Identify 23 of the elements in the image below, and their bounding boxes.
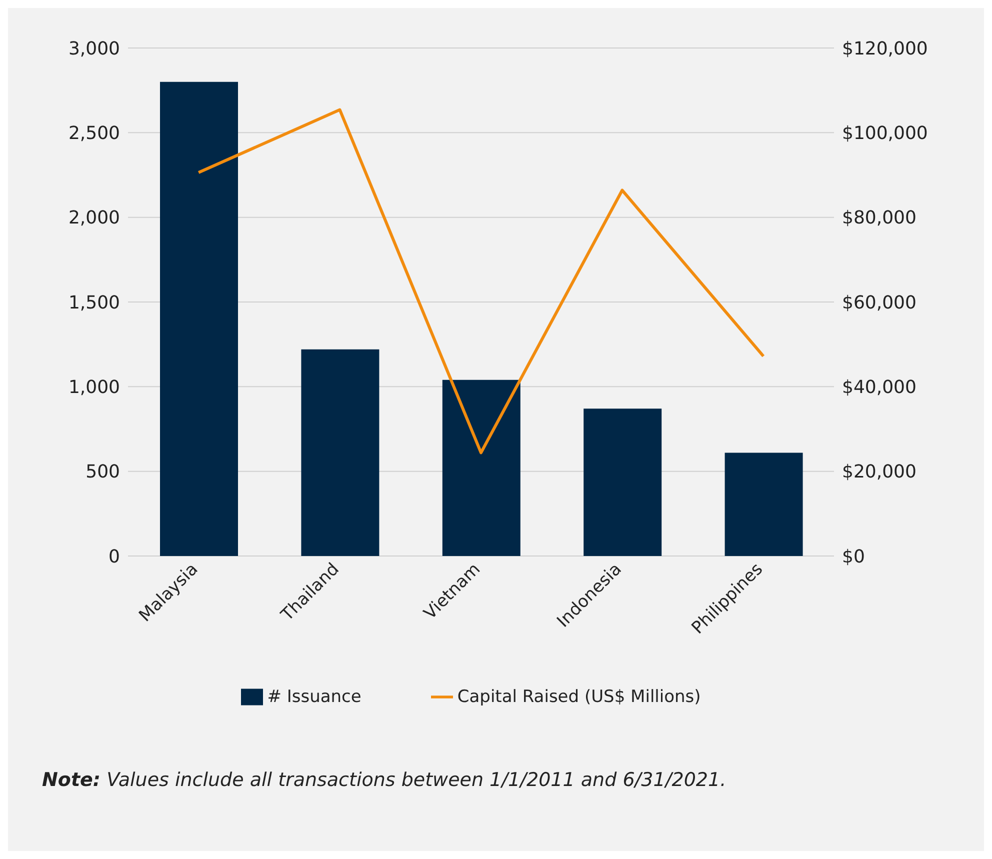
- y2-tick-label: $120,000: [842, 38, 928, 60]
- y2-tick-label: $60,000: [842, 292, 916, 314]
- y-tick-label: 1,000: [68, 377, 120, 398]
- y2-tick-label: $100,000: [842, 123, 928, 144]
- y2-tick-label: $40,000: [842, 377, 916, 398]
- y-tick-label: 500: [86, 462, 120, 483]
- y2-tick-label: $0: [842, 546, 865, 568]
- legend-label: Capital Raised (US$ Millions): [457, 686, 701, 707]
- bar: [160, 82, 238, 556]
- bar: [442, 380, 520, 556]
- y-tick-label: 0: [108, 546, 120, 568]
- y2-tick-label: $20,000: [842, 462, 916, 483]
- bar: [584, 408, 662, 556]
- y2-tick-label: $80,000: [842, 208, 916, 229]
- legend-label: # Issuance: [267, 686, 362, 707]
- y-tick-label: 3,000: [68, 38, 120, 60]
- line-series: [197, 108, 765, 454]
- bar: [724, 452, 803, 556]
- y-tick-label: 2,500: [68, 123, 120, 144]
- y-tick-label: 1,500: [68, 292, 120, 314]
- text: Note: Values include all transactions between 1/1/2011 and 6/31/2021.: [42, 769, 726, 791]
- y-tick-label: 2,000: [68, 208, 120, 229]
- bar: [301, 349, 380, 556]
